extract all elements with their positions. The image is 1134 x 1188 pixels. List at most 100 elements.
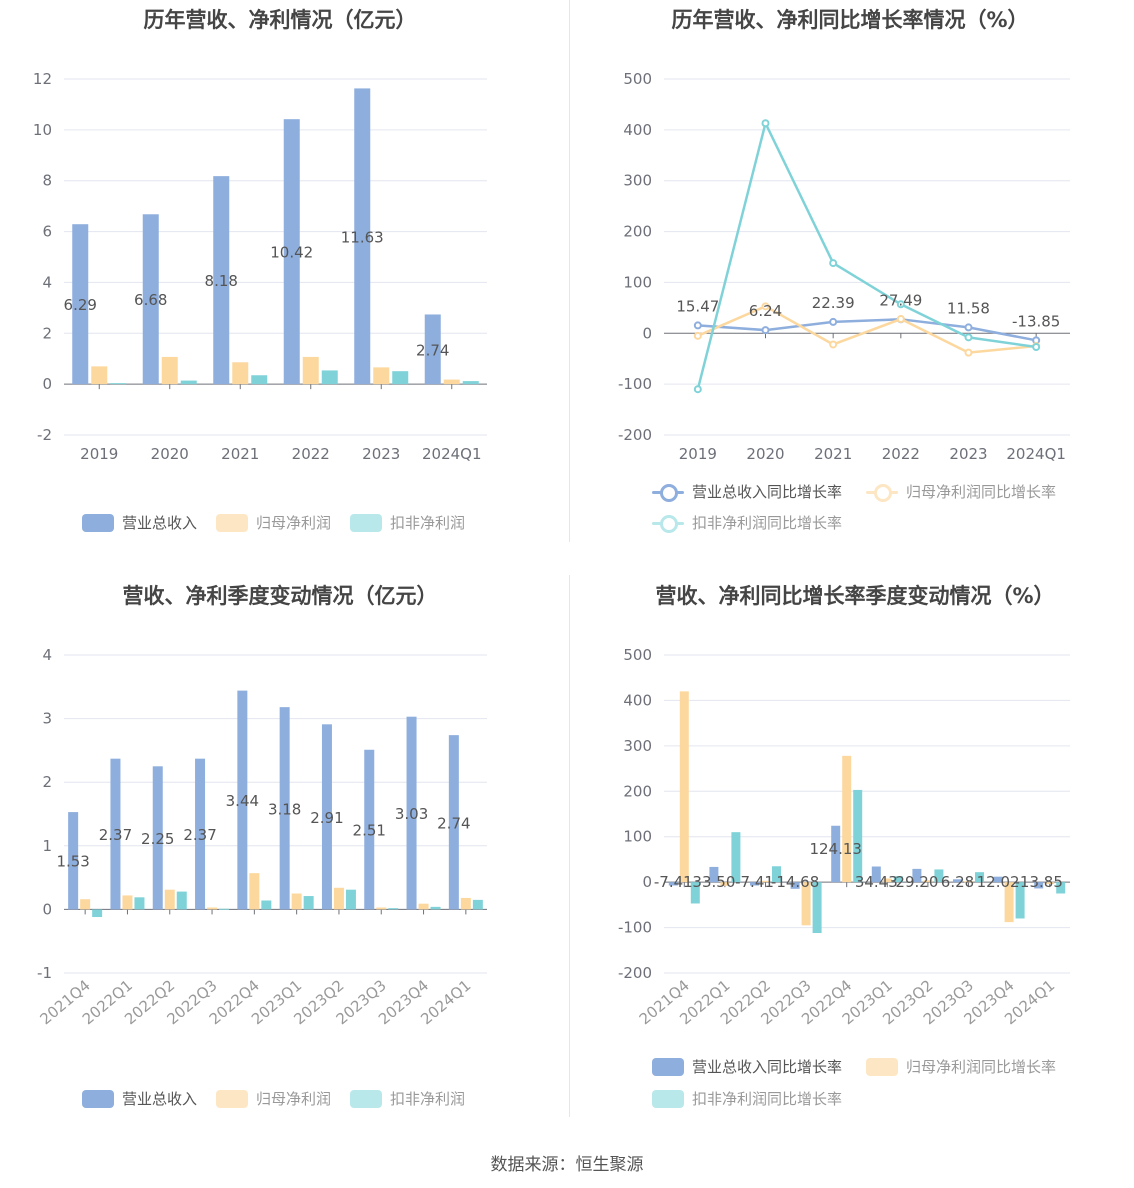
legend-label-net-profit-growth: 归母净利润同比增长率 <box>906 483 1057 501</box>
bar <box>237 690 248 910</box>
bar <box>853 789 863 883</box>
bar <box>249 873 260 910</box>
y-tick-label: 2 <box>42 773 52 791</box>
bar <box>161 356 178 385</box>
chart-title-annual-growth-rate: 历年营收、净利同比增长率情况（%） <box>671 8 1029 32</box>
x-tick-label: 2023 <box>949 445 987 463</box>
y-tick-label: 2 <box>42 324 52 342</box>
legend-item-q-revenue[interactable]: 营业总收入 <box>82 1088 197 1109</box>
y-tick-label: -200 <box>618 964 652 982</box>
bar <box>92 909 103 918</box>
data-label: 2.91 <box>310 809 343 827</box>
bar <box>134 897 145 910</box>
bar <box>110 383 127 385</box>
bar <box>964 881 973 883</box>
data-point <box>829 340 838 349</box>
legend-item-q-net-profit-growth[interactable]: 归母净利润同比增长率 <box>866 1056 1056 1077</box>
data-label: 10.42 <box>270 244 313 262</box>
bar <box>812 882 822 934</box>
data-label: 22.39 <box>812 294 855 312</box>
x-tick-label: 2020 <box>746 445 784 463</box>
y-tick-label: 500 <box>623 70 652 88</box>
bar <box>882 878 892 883</box>
data-label: -13.85 <box>1012 312 1060 330</box>
data-point <box>829 317 838 326</box>
legend-item-net-profit-growth[interactable]: 归母净利润同比增长率 <box>866 481 1056 502</box>
y-tick-label: 0 <box>42 900 52 918</box>
data-label: 8.18 <box>205 272 238 290</box>
legend-item-revenue[interactable]: 营业总收入 <box>82 512 197 533</box>
bar <box>761 880 770 883</box>
data-label: 6.24 <box>749 302 782 320</box>
y-tick-label: 300 <box>623 172 652 190</box>
legend-item-revenue-growth[interactable]: 营业总收入同比增长率 <box>652 481 842 502</box>
legend-swatch-q-revenue-growth <box>652 1057 684 1076</box>
bar <box>731 832 741 883</box>
bar <box>1004 882 1014 923</box>
legend-item-net-profit[interactable]: 归母净利润 <box>216 512 331 533</box>
bar <box>679 691 689 883</box>
bar <box>871 866 881 883</box>
bar <box>251 375 268 385</box>
bar <box>213 176 230 385</box>
y-tick-label: -100 <box>618 919 652 937</box>
x-tick-label: 2021 <box>221 445 259 463</box>
bar <box>207 907 218 910</box>
data-point <box>829 259 838 268</box>
bar <box>1034 882 1044 889</box>
bar <box>80 899 91 910</box>
bar <box>975 872 984 883</box>
data-point <box>693 331 702 340</box>
bar <box>232 362 249 385</box>
bar <box>303 896 314 910</box>
data-label: 2.37 <box>99 826 132 844</box>
bar <box>801 882 811 926</box>
x-tick-label: 2020 <box>151 445 189 463</box>
legend-item-q-net-profit[interactable]: 归母净利润 <box>216 1088 331 1109</box>
bar <box>219 908 230 910</box>
y-tick-label: 1 <box>42 837 52 855</box>
legend-item-deducted-profit[interactable]: 扣非净利润 <box>350 512 465 533</box>
legend-item-q-deducted-profit-growth[interactable]: 扣非净利润同比增长率 <box>652 1088 842 1109</box>
data-label: 27.49 <box>879 291 922 309</box>
legend-item-q-revenue-growth[interactable]: 营业总收入同比增长率 <box>652 1056 842 1077</box>
bar <box>110 758 121 910</box>
data-point <box>693 321 702 330</box>
x-tick-label: 2019 <box>80 445 118 463</box>
data-label: 15.47 <box>676 297 719 315</box>
bar <box>668 882 678 886</box>
bar <box>430 906 441 910</box>
bar <box>364 749 375 910</box>
data-label: 2.74 <box>416 341 449 359</box>
data-label: 33.50 <box>692 873 735 891</box>
data-label: 2.25 <box>141 830 174 848</box>
data-label: 6.68 <box>134 291 167 309</box>
bar <box>462 381 479 385</box>
legend-item-deducted-profit-growth[interactable]: 扣非净利润同比增长率 <box>652 512 842 533</box>
bar <box>122 895 133 910</box>
data-label: 3.44 <box>226 792 259 810</box>
chart-title-quarterly-growth-rate: 营收、净利同比增长率季度变动情况（%） <box>655 584 1055 608</box>
bar <box>406 716 417 910</box>
data-label: 2.74 <box>437 814 470 832</box>
legend-label-revenue-growth: 营业总收入同比增长率 <box>692 483 843 501</box>
bar <box>460 897 471 910</box>
bar <box>993 876 1003 883</box>
y-tick-label: 6 <box>42 223 52 241</box>
bar <box>261 900 272 910</box>
bar <box>195 758 206 910</box>
legend-swatch-q-deducted-profit <box>350 1089 382 1108</box>
y-tick-label: 4 <box>42 646 52 664</box>
data-point <box>896 300 905 309</box>
bar <box>934 869 944 883</box>
legend-label-q-deducted-profit-growth: 扣非净利润同比增长率 <box>692 1090 843 1108</box>
bar <box>72 224 89 385</box>
y-tick-label: -200 <box>618 426 652 444</box>
legend-item-q-deducted-profit[interactable]: 扣非净利润 <box>350 1088 465 1109</box>
y-tick-label: 8 <box>42 172 52 190</box>
data-point <box>761 119 770 128</box>
bar <box>1056 882 1066 894</box>
data-label: 2.37 <box>183 826 216 844</box>
